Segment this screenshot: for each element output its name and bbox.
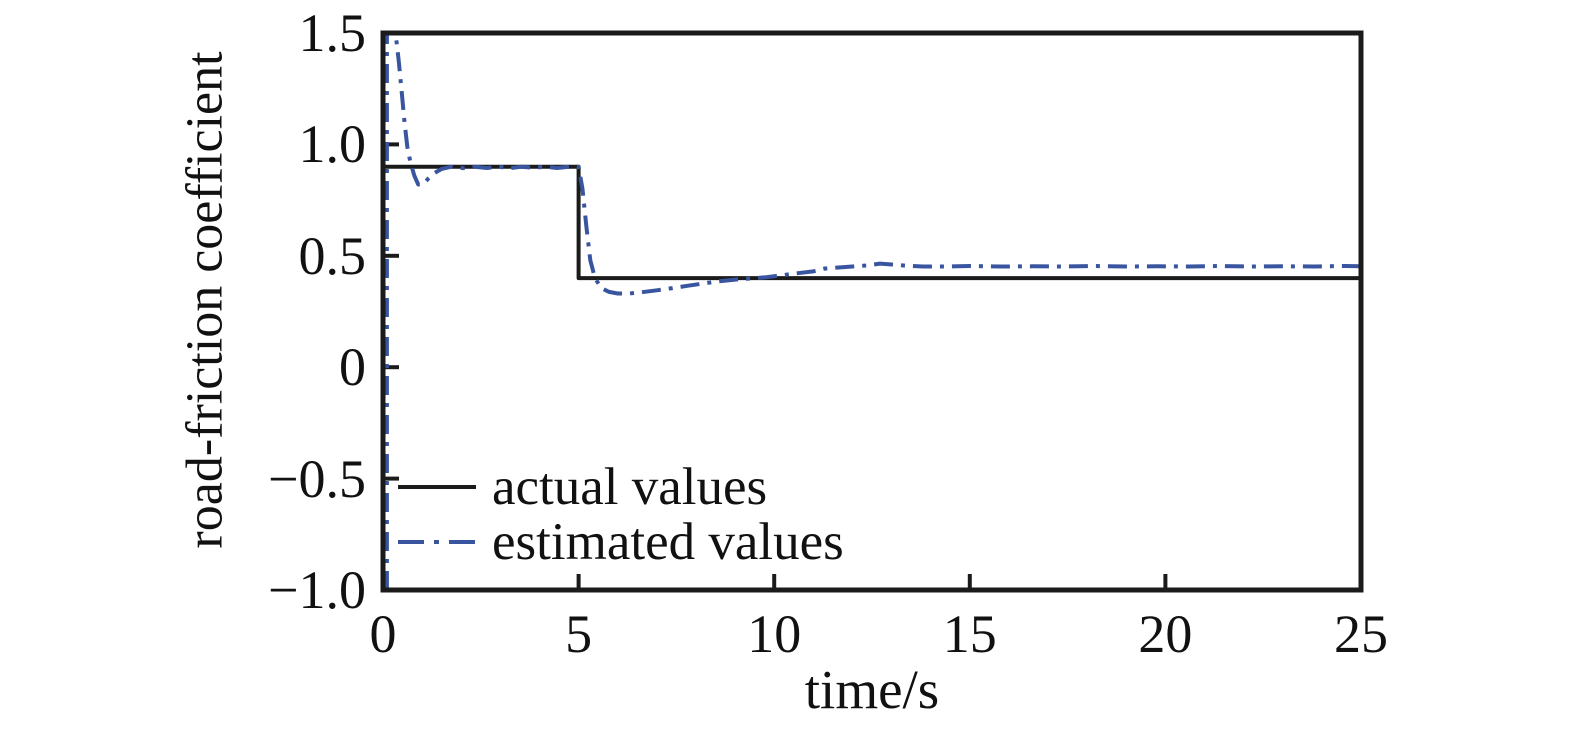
legend-item-estimated-values: estimated values [396,512,844,572]
x-tick-label: 20 [1138,604,1193,664]
y-tick-label: 1.0 [298,114,367,175]
x-tick-label: 5 [565,604,593,664]
x-tick-label: 0 [369,604,397,664]
x-axis-title: time/s [804,659,940,720]
x-tick-label: 25 [1334,604,1388,664]
y-tick-label: −1.0 [268,560,366,620]
actual-values-line [383,164,1361,281]
y-tick-label: −0.5 [268,448,366,509]
legend-label-estimated-values: estimated values [492,512,844,571]
estimated-values-line-sample-icon [398,540,476,544]
y-tick-label: 1.5 [298,3,367,63]
legend-label-actual-values: actual values [492,457,768,516]
y-axis-title: road-friction coefficient [176,51,234,549]
y-tick-label: 0 [339,337,366,398]
x-tick-label: 10 [747,604,802,664]
legend-item-actual-values: actual values [396,457,767,517]
plot-border [380,30,1364,593]
actual-values-line-sample-icon [398,485,476,489]
y-tick-label: 0.5 [298,225,367,286]
x-tick-label: 15 [942,604,997,664]
